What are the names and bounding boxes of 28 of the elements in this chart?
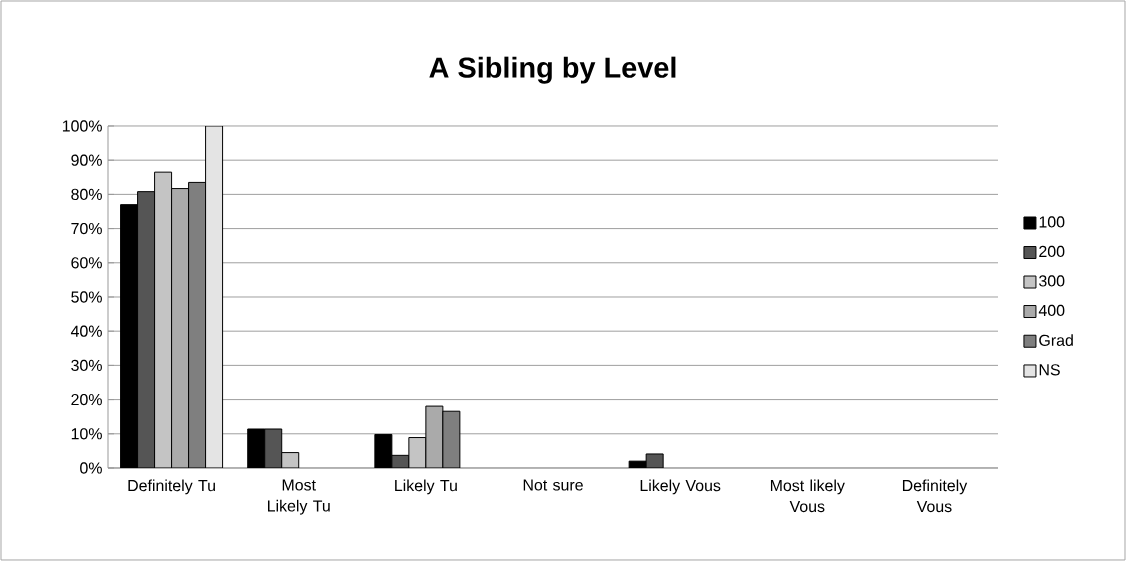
- legend-label: 400: [1038, 304, 1065, 317]
- x-tick-label: Definitely Tu: [128, 479, 215, 495]
- x-tick-label: Most Likely Tu: [268, 479, 330, 515]
- x-tick-label: Not sure: [523, 479, 583, 491]
- y-tick-label: 50%: [71, 291, 102, 303]
- bar: [171, 188, 190, 468]
- chart-title: A Sibling by Level: [429, 56, 676, 84]
- x-tick-label: Likely Tu: [395, 479, 457, 495]
- bar: [188, 181, 207, 468]
- y-tick-label: 30%: [71, 359, 102, 372]
- x-tick-label: Likely Vous: [640, 479, 721, 495]
- legend-label: 200: [1039, 245, 1065, 258]
- legend-label: NS: [1039, 364, 1060, 376]
- y-tick-label: 20%: [71, 393, 102, 406]
- y-tick-label: 10%: [71, 428, 102, 440]
- legend-label: Grad: [1039, 334, 1073, 346]
- legend-label: 300: [1039, 275, 1065, 287]
- y-tick-label: 80%: [71, 188, 102, 201]
- x-tick-label: Definitely Vous: [902, 479, 968, 513]
- bar: [154, 171, 173, 468]
- y-tick-label: 40%: [70, 325, 102, 337]
- legend-label: 100: [1039, 216, 1065, 228]
- y-tick-label: 100%: [62, 120, 102, 132]
- x-tick-label: Most likely Vous: [770, 479, 845, 513]
- y-tick-label: 90%: [71, 154, 102, 166]
- y-tick-label: 70%: [71, 222, 102, 235]
- y-tick-label: 60%: [71, 257, 102, 269]
- y-tick-label: 0%: [80, 462, 102, 474]
